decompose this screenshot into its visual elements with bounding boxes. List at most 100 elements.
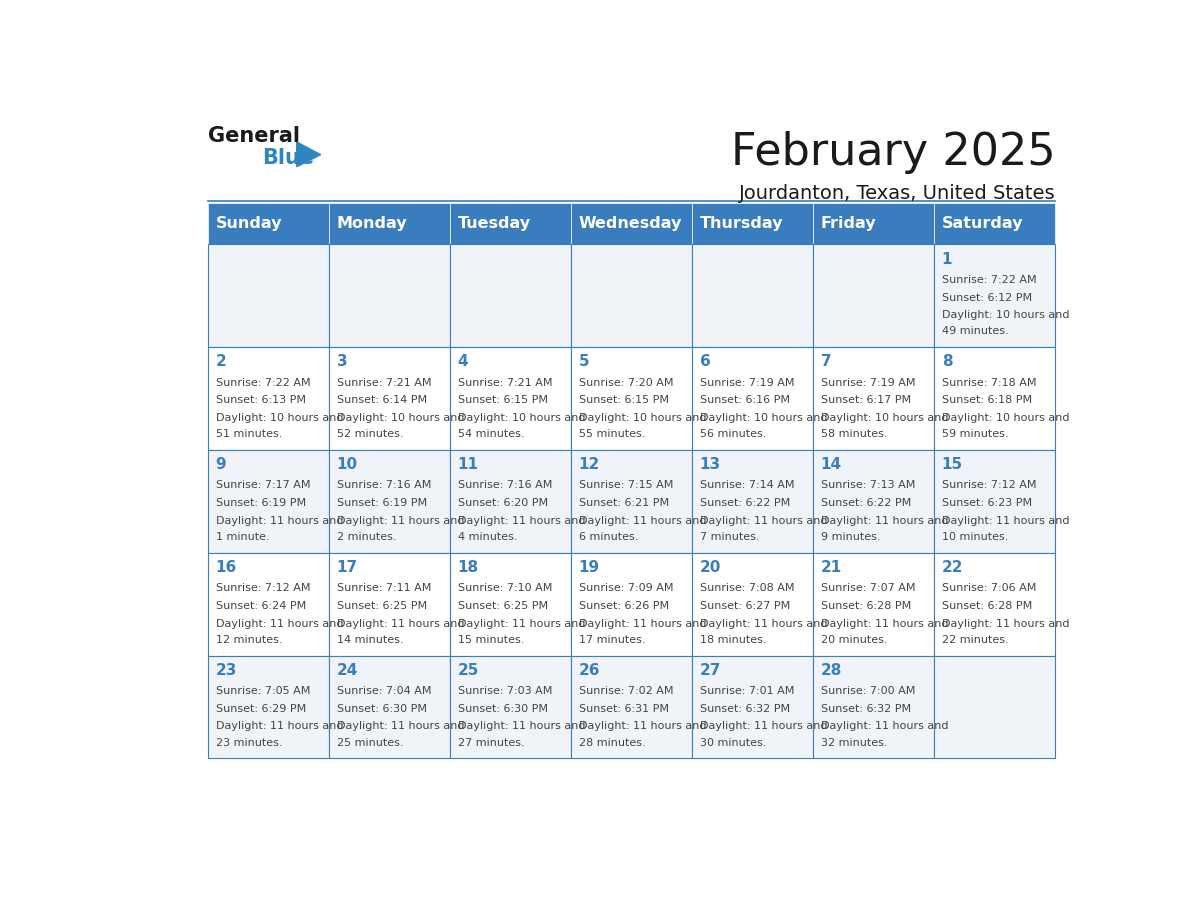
Text: 4: 4 (457, 354, 468, 369)
Text: 58 minutes.: 58 minutes. (821, 430, 887, 439)
FancyBboxPatch shape (450, 450, 571, 553)
Text: 28: 28 (821, 663, 842, 677)
FancyBboxPatch shape (329, 347, 450, 450)
Text: Sunrise: 7:02 AM: Sunrise: 7:02 AM (579, 686, 674, 696)
FancyBboxPatch shape (571, 450, 693, 553)
Text: Daylight: 11 hours and: Daylight: 11 hours and (457, 516, 586, 526)
Text: 13: 13 (700, 457, 721, 472)
Text: 15: 15 (942, 457, 962, 472)
Text: 52 minutes.: 52 minutes. (336, 430, 403, 439)
Text: 49 minutes.: 49 minutes. (942, 327, 1009, 337)
Text: Sunrise: 7:19 AM: Sunrise: 7:19 AM (700, 377, 794, 387)
Text: 51 minutes.: 51 minutes. (215, 430, 282, 439)
FancyBboxPatch shape (693, 347, 814, 450)
Text: Daylight: 11 hours and: Daylight: 11 hours and (215, 722, 343, 732)
Text: 22: 22 (942, 560, 963, 575)
Text: Sunrise: 7:07 AM: Sunrise: 7:07 AM (821, 583, 915, 593)
Text: 24: 24 (336, 663, 358, 677)
FancyBboxPatch shape (208, 347, 329, 450)
Text: 18: 18 (457, 560, 479, 575)
Text: Sunset: 6:12 PM: Sunset: 6:12 PM (942, 293, 1031, 303)
Text: Sunset: 6:28 PM: Sunset: 6:28 PM (942, 601, 1032, 610)
FancyBboxPatch shape (329, 244, 450, 347)
Text: Sunrise: 7:08 AM: Sunrise: 7:08 AM (700, 583, 794, 593)
Text: Daylight: 11 hours and: Daylight: 11 hours and (700, 516, 827, 526)
Text: Sunrise: 7:10 AM: Sunrise: 7:10 AM (457, 583, 552, 593)
Text: Sunrise: 7:03 AM: Sunrise: 7:03 AM (457, 686, 552, 696)
Text: Sunday: Sunday (215, 217, 282, 231)
Text: 25 minutes.: 25 minutes. (336, 737, 403, 747)
Text: 22 minutes.: 22 minutes. (942, 634, 1009, 644)
Text: Sunrise: 7:05 AM: Sunrise: 7:05 AM (215, 686, 310, 696)
FancyBboxPatch shape (935, 347, 1055, 450)
FancyBboxPatch shape (571, 347, 693, 450)
Text: 5: 5 (579, 354, 589, 369)
Text: Sunrise: 7:09 AM: Sunrise: 7:09 AM (579, 583, 674, 593)
FancyBboxPatch shape (693, 244, 814, 347)
Text: 8: 8 (942, 354, 953, 369)
Text: 59 minutes.: 59 minutes. (942, 430, 1009, 439)
Text: 27: 27 (700, 663, 721, 677)
FancyBboxPatch shape (935, 244, 1055, 347)
FancyBboxPatch shape (693, 450, 814, 553)
Text: Sunset: 6:26 PM: Sunset: 6:26 PM (579, 601, 669, 610)
Text: Sunrise: 7:12 AM: Sunrise: 7:12 AM (215, 583, 310, 593)
Text: Sunset: 6:22 PM: Sunset: 6:22 PM (821, 498, 911, 508)
FancyBboxPatch shape (450, 244, 571, 347)
FancyBboxPatch shape (208, 204, 329, 244)
Text: Daylight: 10 hours and: Daylight: 10 hours and (457, 413, 586, 423)
FancyBboxPatch shape (208, 450, 329, 553)
Text: Sunset: 6:21 PM: Sunset: 6:21 PM (579, 498, 669, 508)
Text: 2: 2 (215, 354, 227, 369)
FancyBboxPatch shape (450, 655, 571, 758)
FancyBboxPatch shape (814, 244, 935, 347)
FancyBboxPatch shape (935, 450, 1055, 553)
Text: Sunset: 6:17 PM: Sunset: 6:17 PM (821, 396, 911, 406)
Text: Daylight: 11 hours and: Daylight: 11 hours and (336, 516, 465, 526)
Text: Sunrise: 7:16 AM: Sunrise: 7:16 AM (336, 480, 431, 490)
Text: Daylight: 11 hours and: Daylight: 11 hours and (579, 619, 706, 629)
Text: Sunset: 6:19 PM: Sunset: 6:19 PM (215, 498, 305, 508)
Text: Sunrise: 7:17 AM: Sunrise: 7:17 AM (215, 480, 310, 490)
Text: Sunrise: 7:15 AM: Sunrise: 7:15 AM (579, 480, 672, 490)
Text: Sunset: 6:31 PM: Sunset: 6:31 PM (579, 703, 669, 713)
Text: 9 minutes.: 9 minutes. (821, 532, 880, 542)
Text: 11: 11 (457, 457, 479, 472)
Text: 12: 12 (579, 457, 600, 472)
FancyBboxPatch shape (571, 553, 693, 655)
Text: 19: 19 (579, 560, 600, 575)
Text: Daylight: 11 hours and: Daylight: 11 hours and (457, 722, 586, 732)
FancyBboxPatch shape (571, 655, 693, 758)
Text: Sunset: 6:32 PM: Sunset: 6:32 PM (821, 703, 911, 713)
Text: 9: 9 (215, 457, 226, 472)
Text: Thursday: Thursday (700, 217, 783, 231)
FancyBboxPatch shape (814, 655, 935, 758)
Text: 16: 16 (215, 560, 236, 575)
Text: 4 minutes.: 4 minutes. (457, 532, 517, 542)
Text: 23: 23 (215, 663, 236, 677)
Text: Sunrise: 7:04 AM: Sunrise: 7:04 AM (336, 686, 431, 696)
Text: Sunrise: 7:21 AM: Sunrise: 7:21 AM (457, 377, 552, 387)
FancyBboxPatch shape (208, 655, 329, 758)
Text: Monday: Monday (336, 217, 407, 231)
Text: 54 minutes.: 54 minutes. (457, 430, 524, 439)
Text: Daylight: 10 hours and: Daylight: 10 hours and (579, 413, 706, 423)
Text: 6 minutes.: 6 minutes. (579, 532, 638, 542)
FancyBboxPatch shape (693, 204, 814, 244)
Text: Sunrise: 7:18 AM: Sunrise: 7:18 AM (942, 377, 1036, 387)
Text: 15 minutes.: 15 minutes. (457, 634, 524, 644)
Text: 1: 1 (942, 252, 952, 266)
Text: 32 minutes.: 32 minutes. (821, 737, 887, 747)
Text: Daylight: 10 hours and: Daylight: 10 hours and (821, 413, 948, 423)
Text: Sunrise: 7:11 AM: Sunrise: 7:11 AM (336, 583, 431, 593)
Text: 17: 17 (336, 560, 358, 575)
Text: Sunrise: 7:01 AM: Sunrise: 7:01 AM (700, 686, 794, 696)
Text: 10: 10 (336, 457, 358, 472)
Text: 28 minutes.: 28 minutes. (579, 737, 645, 747)
Text: 1 minute.: 1 minute. (215, 532, 270, 542)
FancyBboxPatch shape (814, 347, 935, 450)
Text: 3: 3 (336, 354, 347, 369)
Text: Sunrise: 7:22 AM: Sunrise: 7:22 AM (215, 377, 310, 387)
Text: Sunset: 6:30 PM: Sunset: 6:30 PM (336, 703, 426, 713)
FancyBboxPatch shape (329, 204, 450, 244)
